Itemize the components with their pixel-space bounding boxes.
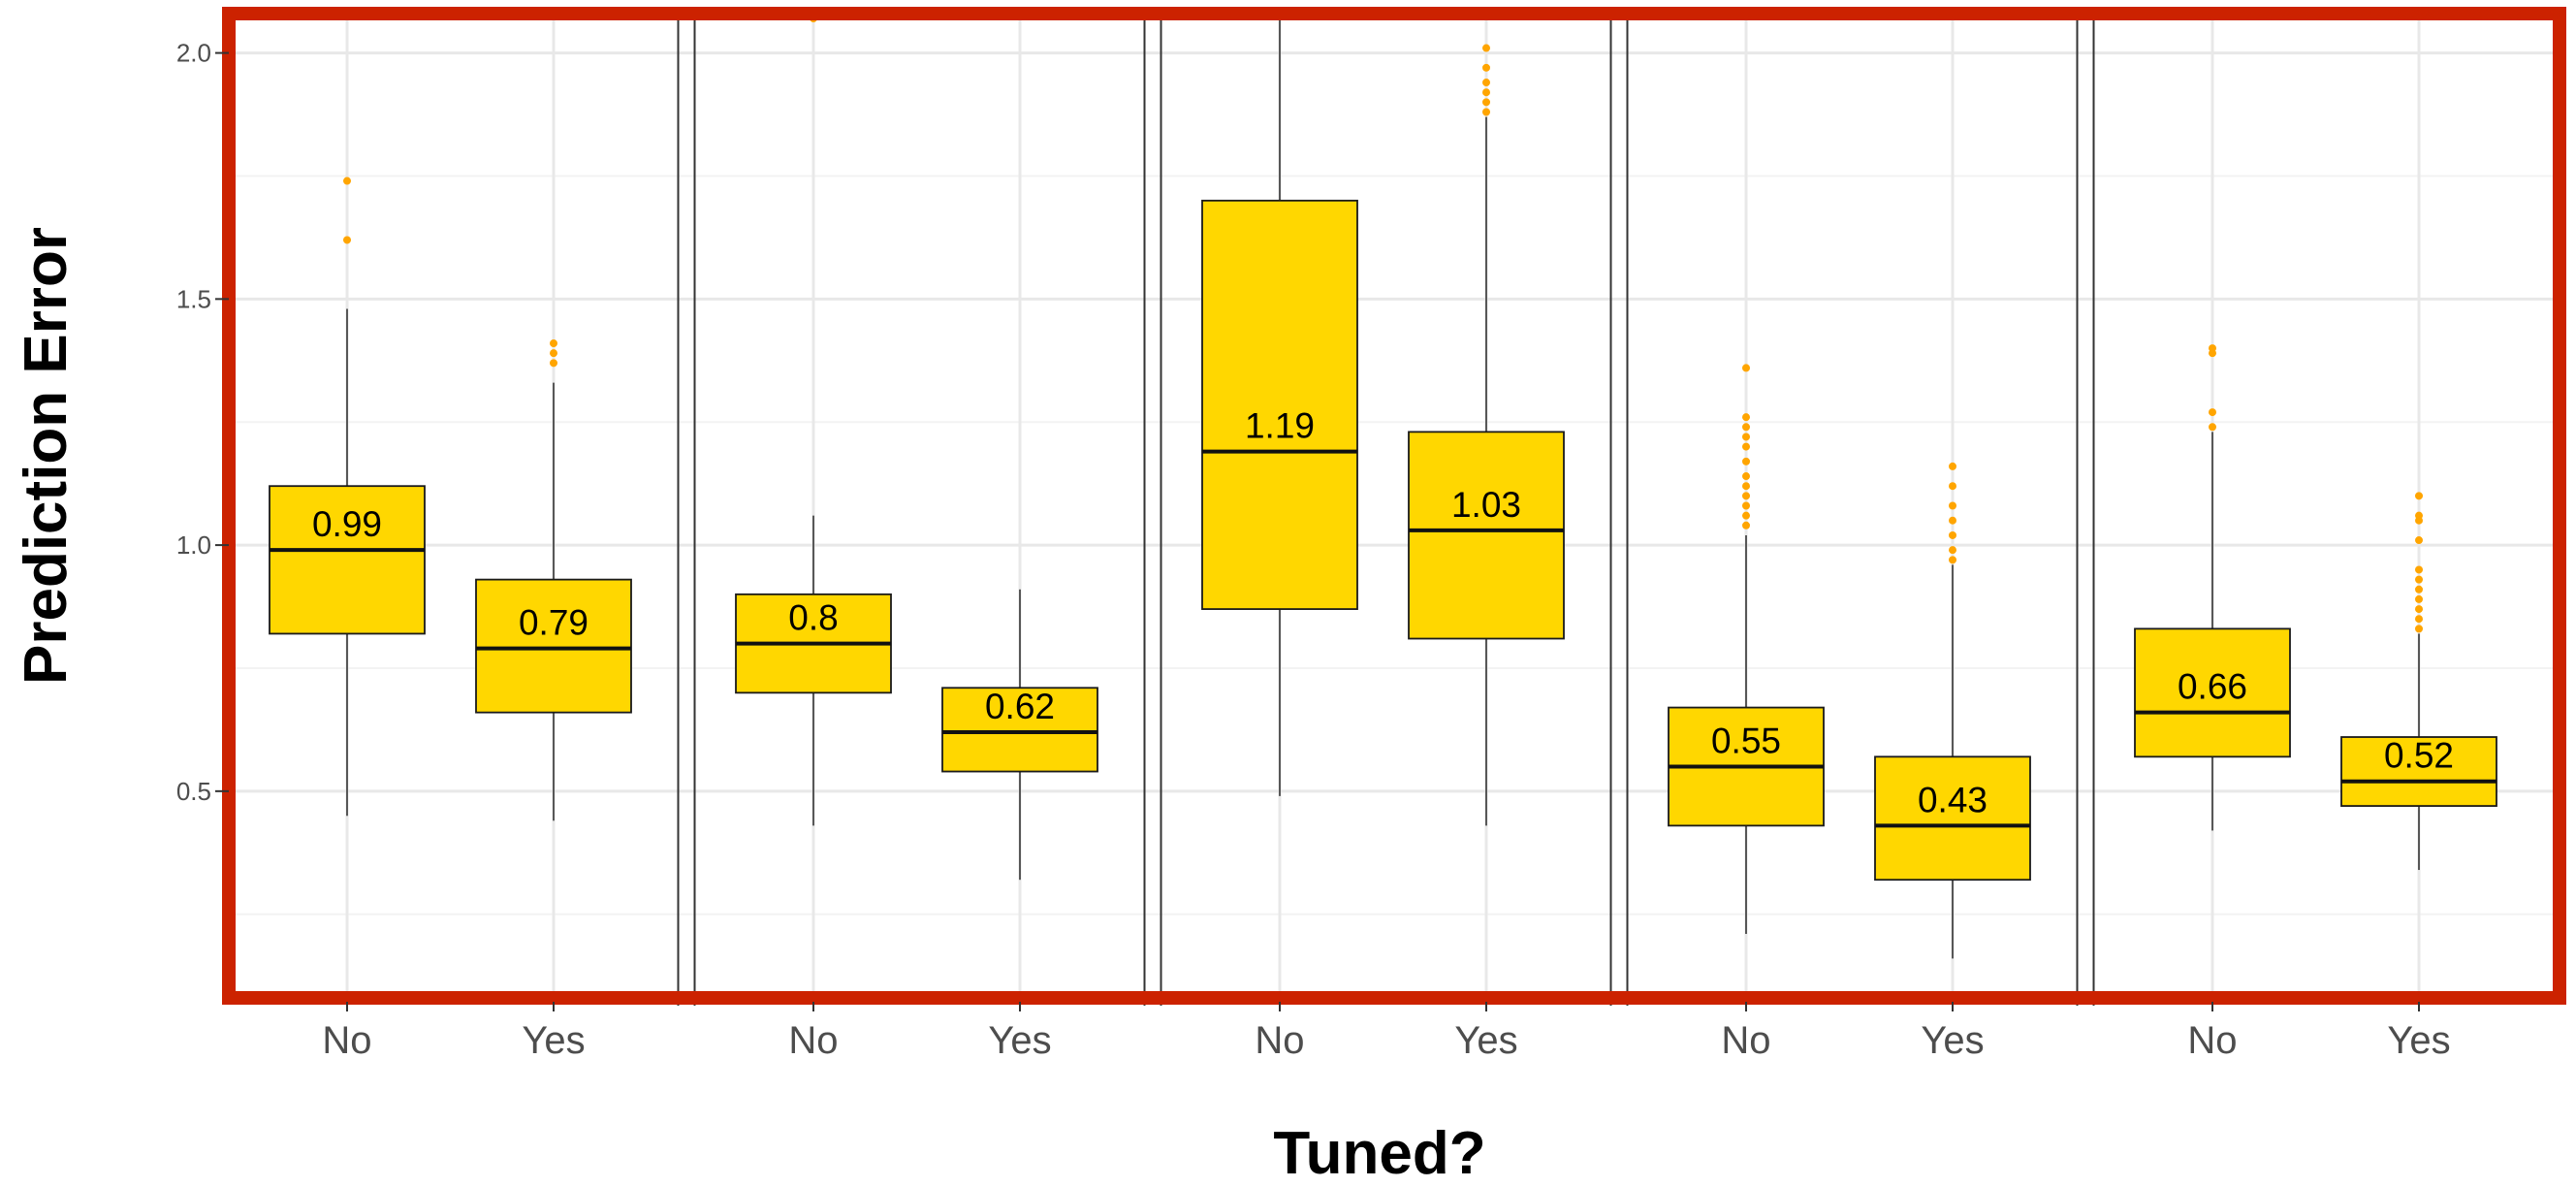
- outlier-point: [1482, 98, 1490, 107]
- highlight-frame: [222, 7, 2566, 1005]
- outlier-point: [2415, 536, 2423, 545]
- x-tick-label: Yes: [1921, 1019, 1984, 1062]
- outlier-point: [1949, 482, 1956, 491]
- outlier-point: [1742, 413, 1750, 422]
- grid-layer: [229, 14, 2560, 998]
- box-5-yes: 0.52: [2340, 492, 2497, 871]
- outlier-point: [1742, 521, 1750, 529]
- outlier-point: [1482, 63, 1490, 72]
- outlier-point: [1482, 88, 1490, 97]
- box-1-no: 0.99: [269, 176, 426, 817]
- x-axis-title: Tuned?: [1273, 1120, 1485, 1187]
- box-4-yes: 0.43: [1874, 462, 2031, 959]
- outlier-point: [550, 359, 557, 368]
- outlier-point: [1742, 433, 1750, 441]
- outlier-point: [1742, 482, 1750, 491]
- box-rect: [475, 578, 632, 714]
- median-label: 0.43: [1918, 780, 1988, 819]
- median-label: 1.19: [1245, 406, 1315, 446]
- y-tick-label: 1.5: [176, 284, 211, 313]
- outlier-point: [343, 176, 351, 185]
- x-tick-label: No: [788, 1019, 838, 1062]
- outlier-point: [1949, 501, 1956, 510]
- x-tick-label: Yes: [522, 1019, 585, 1062]
- outlier-point: [2415, 625, 2423, 633]
- frame-layer: [222, 7, 2566, 1005]
- outlier-point: [1742, 364, 1750, 372]
- x-tick-label: Yes: [1454, 1019, 1517, 1062]
- outlier-point: [2415, 605, 2423, 614]
- box-rect: [2340, 736, 2497, 807]
- outlier-point: [1742, 472, 1750, 481]
- outlier-point: [1742, 511, 1750, 520]
- y-axis-title: Prediction Error: [13, 227, 80, 685]
- box-rect: [1201, 199, 1358, 610]
- outlier-point: [550, 349, 557, 358]
- x-tick-label: No: [322, 1019, 371, 1062]
- outlier-point: [1949, 516, 1956, 525]
- outlier-point: [2415, 511, 2423, 520]
- outlier-point: [1482, 108, 1490, 116]
- box-layer: 0.99 0.79 0.8 0.62 1.19 1.03 0.55 0.43 0.66 0.52: [269, 14, 2497, 959]
- box-2-no: 0.8: [735, 15, 892, 826]
- box-4-no: 0.55: [1668, 364, 1825, 935]
- outlier-point: [1949, 556, 1956, 564]
- box-3-no: 1.19: [1201, 14, 1358, 796]
- outlier-point: [2415, 594, 2423, 603]
- outlier-point: [1949, 546, 1956, 555]
- outlier-point: [1949, 462, 1956, 470]
- box-3-yes: 1.03: [1408, 44, 1565, 826]
- outlier-point: [1742, 492, 1750, 500]
- outlier-point: [2415, 615, 2423, 624]
- median-label: 0.79: [519, 603, 588, 643]
- box-rect: [2134, 627, 2291, 758]
- box-rect: [269, 485, 426, 635]
- x-tick-label: No: [1255, 1019, 1304, 1062]
- panel-layer: [677, 14, 2095, 1006]
- outlier-point: [2209, 423, 2216, 432]
- x-axis-ticks: No Yes No Yes No Yes No Yes No Yes: [322, 1002, 2451, 1062]
- box-5-no: 0.66: [2134, 344, 2291, 831]
- y-tick-label: 2.0: [176, 39, 211, 68]
- box-rect: [941, 687, 1098, 773]
- outlier-point: [2415, 492, 2423, 500]
- outlier-point: [1482, 44, 1490, 52]
- median-label: 1.03: [1451, 485, 1521, 525]
- outlier-point: [343, 236, 351, 244]
- y-tick-label: 0.5: [176, 777, 211, 806]
- box-rect: [1408, 431, 1565, 640]
- outlier-point: [1742, 457, 1750, 465]
- median-label: 0.8: [788, 598, 838, 638]
- outlier-point: [1742, 442, 1750, 451]
- outlier-point: [2415, 565, 2423, 574]
- outlier-point: [1742, 423, 1750, 432]
- outlier-point: [2209, 344, 2216, 353]
- outlier-point: [2209, 408, 2216, 417]
- x-tick-label: No: [1721, 1019, 1770, 1062]
- x-tick-label: No: [2187, 1019, 2237, 1062]
- outlier-point: [1742, 501, 1750, 510]
- median-label: 0.52: [2384, 736, 2454, 776]
- box-rect: [1874, 755, 2031, 882]
- outlier-point: [550, 339, 557, 348]
- y-axis-ticks: 0.5 1.0 1.5 2.0: [176, 39, 229, 806]
- box-1-yes: 0.79: [475, 339, 632, 821]
- median-label: 0.66: [2178, 667, 2247, 707]
- y-tick-label: 1.0: [176, 530, 211, 560]
- x-tick-label: Yes: [988, 1019, 1051, 1062]
- outlier-point: [1482, 79, 1490, 87]
- outlier-point: [2415, 585, 2423, 594]
- median-label: 0.62: [985, 687, 1055, 726]
- median-label: 0.99: [312, 504, 382, 544]
- outlier-point: [2415, 575, 2423, 584]
- x-tick-label: Yes: [2387, 1019, 2450, 1062]
- outlier-point: [1949, 530, 1956, 539]
- median-label: 0.55: [1711, 721, 1781, 760]
- box-2-yes: 0.62: [941, 589, 1098, 881]
